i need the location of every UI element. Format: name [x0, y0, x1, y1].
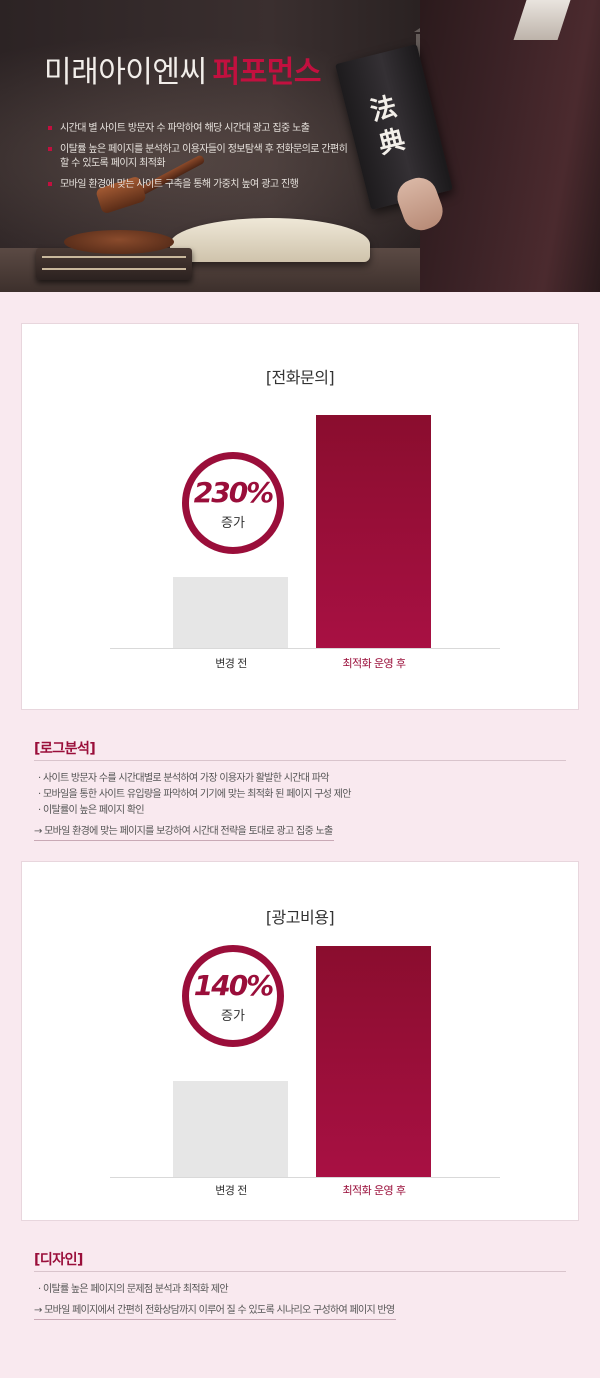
judge-robe: [420, 0, 600, 292]
hero-bullet: 모바일 환경에 맞는 사이트 구축을 통해 가중치 높여 광고 진행: [48, 178, 348, 192]
note-conclusion: → 모바일 페이지에서 간편히 전화상담까지 이루어 질 수 있도록 시나리오 …: [34, 1303, 397, 1320]
x-label-after: 최적화 운영 후: [342, 1184, 407, 1197]
section-divider: [34, 1271, 566, 1272]
section-title: [디자인]: [34, 1252, 83, 1268]
hero-bullet: 이탈률 높은 페이지를 분석하고 이용자들이 정보탐색 후 전화문의로 간편히 …: [48, 143, 348, 171]
x-label-before: 변경 전: [215, 657, 247, 670]
note-item: · 사이트 방문자 수를 시간대별로 분석하여 가장 이용자가 활발한 시간대 …: [38, 773, 329, 784]
note-item: · 모바일을 통한 사이트 유입량을 파악하여 기기에 맞는 최적화 된 페이지…: [38, 789, 351, 800]
section-divider: [34, 760, 566, 761]
chart-baseline: [110, 1177, 500, 1178]
increase-percent: 230%: [193, 476, 275, 509]
note-item: · 이탈률이 높은 페이지 확인: [38, 805, 145, 816]
chart-card-adcost: [광고비용] 140% 증가 변경 전 최적화 운영 후: [21, 861, 579, 1221]
x-label-after: 최적화 운영 후: [342, 657, 407, 670]
log-section-title: [로그분석]: [34, 738, 96, 758]
design-notes: · 이탈률 높은 페이지의 문제점 분석과 최적화 제안 → 모바일 페이지에서…: [34, 1282, 397, 1320]
hero-title-main: 미래아이엔씨: [44, 55, 207, 90]
hero-banner: 法典 미래아이엔씨 퍼포먼스 시간대 별 사이트 방문자 수 파악하여 해당 시간…: [0, 0, 600, 292]
open-book: [170, 218, 370, 262]
increase-badge: 140% 증가: [182, 945, 284, 1047]
bar-before: [173, 577, 288, 648]
design-section-title: [디자인]: [34, 1249, 83, 1269]
increase-label: 증가: [221, 516, 245, 531]
chart-card-calls: [전화문의] 230% 증가 변경 전 최적화 운영 후: [21, 323, 579, 710]
bar-after: [316, 415, 431, 648]
hero-title-accent: 퍼포먼스: [212, 55, 322, 90]
note-conclusion: → 모바일 환경에 맞는 페이지를 보강하여 시간대 전략을 토대로 광고 집중…: [34, 824, 335, 841]
note-item: · 이탈률 높은 페이지의 문제점 분석과 최적화 제안: [38, 1284, 229, 1295]
increase-badge: 230% 증가: [182, 452, 284, 554]
chart-title: [전화문의]: [265, 368, 335, 387]
increase-label: 증가: [221, 1009, 245, 1024]
chart-baseline: [110, 648, 500, 649]
gavel-block: [64, 230, 174, 254]
hero-bullet: 시간대 별 사이트 방문자 수 파악하여 해당 시간대 광고 집중 노출: [48, 122, 348, 136]
x-label-before: 변경 전: [215, 1184, 247, 1197]
hero-bullet-list: 시간대 별 사이트 방문자 수 파악하여 해당 시간대 광고 집중 노출 이탈률…: [48, 122, 348, 199]
hero-title: 미래아이엔씨 퍼포먼스: [44, 47, 322, 91]
log-notes: · 사이트 방문자 수를 시간대별로 분석하여 가장 이용자가 활발한 시간대 …: [34, 771, 351, 841]
chart-title: [광고비용]: [265, 908, 335, 927]
section-title: [로그분석]: [34, 741, 96, 757]
bar-before: [173, 1081, 288, 1177]
bar-after: [316, 946, 431, 1177]
increase-percent: 140%: [193, 969, 275, 1002]
